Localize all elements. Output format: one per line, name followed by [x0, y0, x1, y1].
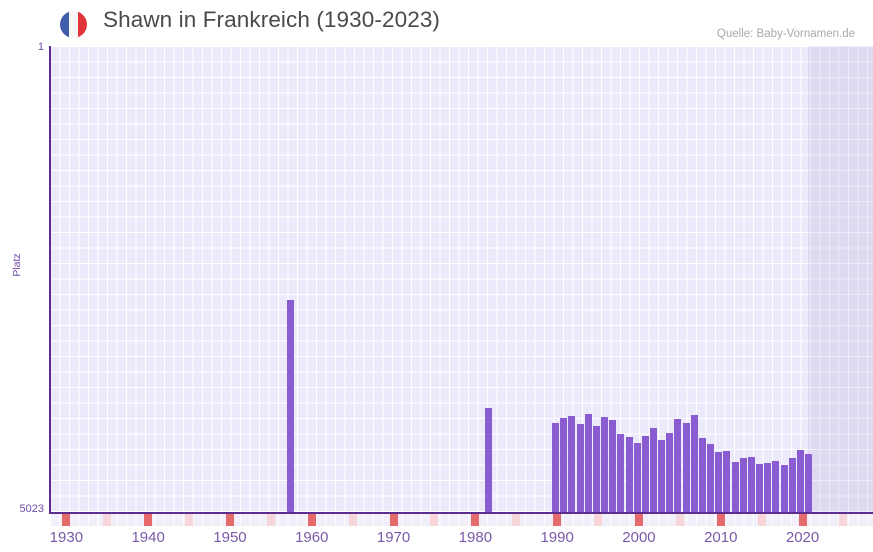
page-title: Shawn in Frankreich (1930-2023) — [103, 7, 441, 32]
bar-1997 — [609, 420, 616, 512]
bar-2012 — [732, 462, 739, 512]
y-axis-line — [49, 46, 51, 513]
bar-1992 — [568, 416, 575, 512]
bar-2008 — [699, 438, 706, 512]
bar-2003 — [658, 440, 665, 512]
bar-2010 — [715, 452, 722, 512]
y-axis-tick-bottom: 5023 — [19, 503, 44, 515]
bar-1993 — [577, 424, 584, 512]
x-tick-1935 — [103, 514, 112, 526]
bar-1982 — [485, 408, 492, 512]
x-axis-label-2000: 2000 — [622, 529, 656, 546]
x-tick-1975 — [430, 514, 439, 526]
bar-2014 — [748, 457, 755, 512]
bar-2006 — [683, 423, 690, 512]
x-axis-label-1960: 1960 — [295, 529, 329, 546]
x-tick-1940 — [144, 514, 153, 526]
x-axis-label-2020: 2020 — [785, 529, 820, 546]
bar-2005 — [674, 419, 681, 512]
bar-2011 — [723, 451, 730, 512]
x-axis-tick-strip — [50, 514, 873, 526]
x-tick-1965 — [348, 514, 357, 526]
x-axis-label-1990: 1990 — [540, 529, 574, 546]
x-tick-2020 — [798, 514, 807, 526]
x-tick-1970 — [389, 514, 398, 526]
bar-2021 — [805, 454, 812, 512]
bar-2000 — [634, 443, 641, 512]
bar-1999 — [626, 437, 633, 512]
plot-area — [50, 46, 873, 512]
x-tick-1985 — [512, 514, 521, 526]
x-tick-1955 — [266, 514, 275, 526]
x-tick-2005 — [675, 514, 684, 526]
bar-2001 — [642, 436, 649, 512]
y-axis-tick-top: 1 — [37, 41, 44, 53]
bar-series-shawn — [50, 46, 873, 512]
x-tick-2010 — [716, 514, 725, 526]
bar-2015 — [756, 464, 763, 512]
source-attribution: Quelle: Baby-Vornamen.de — [716, 28, 855, 40]
x-tick-1930 — [62, 514, 71, 526]
x-tick-2015 — [757, 514, 766, 526]
bar-2018 — [781, 465, 788, 512]
bar-1998 — [617, 434, 624, 512]
bar-2007 — [691, 415, 698, 512]
bar-1957 — [287, 300, 294, 512]
x-tick-2025 — [839, 514, 848, 526]
x-axis-line — [49, 512, 873, 514]
bar-2020 — [797, 450, 804, 512]
bar-1995 — [593, 426, 600, 512]
x-tick-2000 — [634, 514, 643, 526]
bar-2019 — [789, 458, 796, 512]
x-axis-label-1940: 1940 — [131, 529, 165, 546]
bar-1990 — [552, 423, 559, 512]
bar-2002 — [650, 428, 657, 512]
x-axis-labels: 1930 1940 1950 1960 1970 1980 1990 2000 2010 2020 — [0, 529, 873, 551]
bar-2016 — [764, 463, 771, 512]
x-tick-1995 — [594, 514, 603, 526]
bar-2013 — [740, 458, 747, 512]
y-axis-title: Platz — [11, 253, 23, 277]
x-axis-label-1950: 1950 — [213, 529, 247, 546]
x-axis-label-2010: 2010 — [704, 529, 738, 546]
x-tick-1960 — [307, 514, 316, 526]
x-tick-1980 — [471, 514, 480, 526]
x-tick-1950 — [225, 514, 234, 526]
x-axis-label-1930: 1930 — [49, 529, 84, 546]
bar-1996 — [601, 417, 608, 512]
bar-2017 — [772, 461, 779, 512]
chart-header: Shawn in Frankreich (1930-2023) Quelle: … — [0, 0, 873, 45]
france-flag-icon — [60, 11, 87, 38]
x-tick-1990 — [553, 514, 562, 526]
x-axis-label-1970: 1970 — [376, 529, 411, 546]
bar-2004 — [666, 433, 673, 512]
bar-1991 — [560, 418, 567, 512]
x-tick-1945 — [185, 514, 194, 526]
x-axis-label-1980: 1980 — [458, 529, 493, 546]
bar-1994 — [585, 414, 592, 512]
bar-2009 — [707, 444, 714, 512]
